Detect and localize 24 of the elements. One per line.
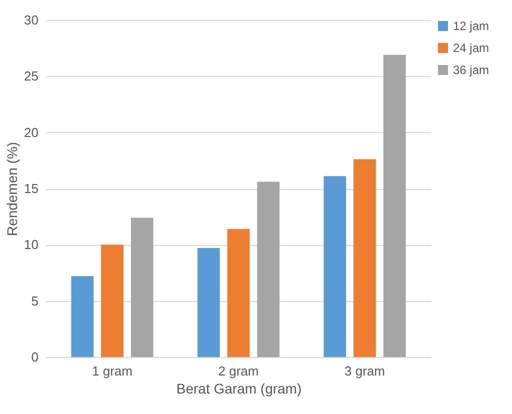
y-axis-title: Rendemen (%)	[4, 142, 20, 236]
x-tick-label: 1 gram	[92, 364, 133, 378]
bar	[130, 218, 154, 357]
x-tick-label: 3 gram	[344, 364, 385, 378]
legend-label: 36 jam	[453, 63, 490, 77]
bar	[383, 54, 406, 357]
y-tick-label: 20	[24, 124, 38, 140]
y-tick-label: 10	[24, 237, 38, 252]
bar	[71, 276, 94, 357]
y-tick-label: 0	[31, 350, 38, 364]
x-tick-label: 2 gram	[218, 364, 259, 378]
bar	[257, 182, 280, 357]
legend-label: 12 jam	[453, 19, 490, 33]
y-tick-label: 15	[24, 181, 38, 196]
x-axis-title: Berat Garam (gram)	[176, 380, 302, 396]
bar	[324, 176, 346, 357]
legend-label: 24 jam	[453, 41, 490, 55]
y-tick-label: 25	[24, 68, 38, 84]
bar	[197, 248, 220, 357]
bar	[227, 228, 250, 357]
y-tick-label: 5	[31, 293, 38, 308]
bar	[354, 159, 376, 357]
bar	[101, 244, 124, 357]
y-tick-label: 30	[24, 12, 38, 28]
